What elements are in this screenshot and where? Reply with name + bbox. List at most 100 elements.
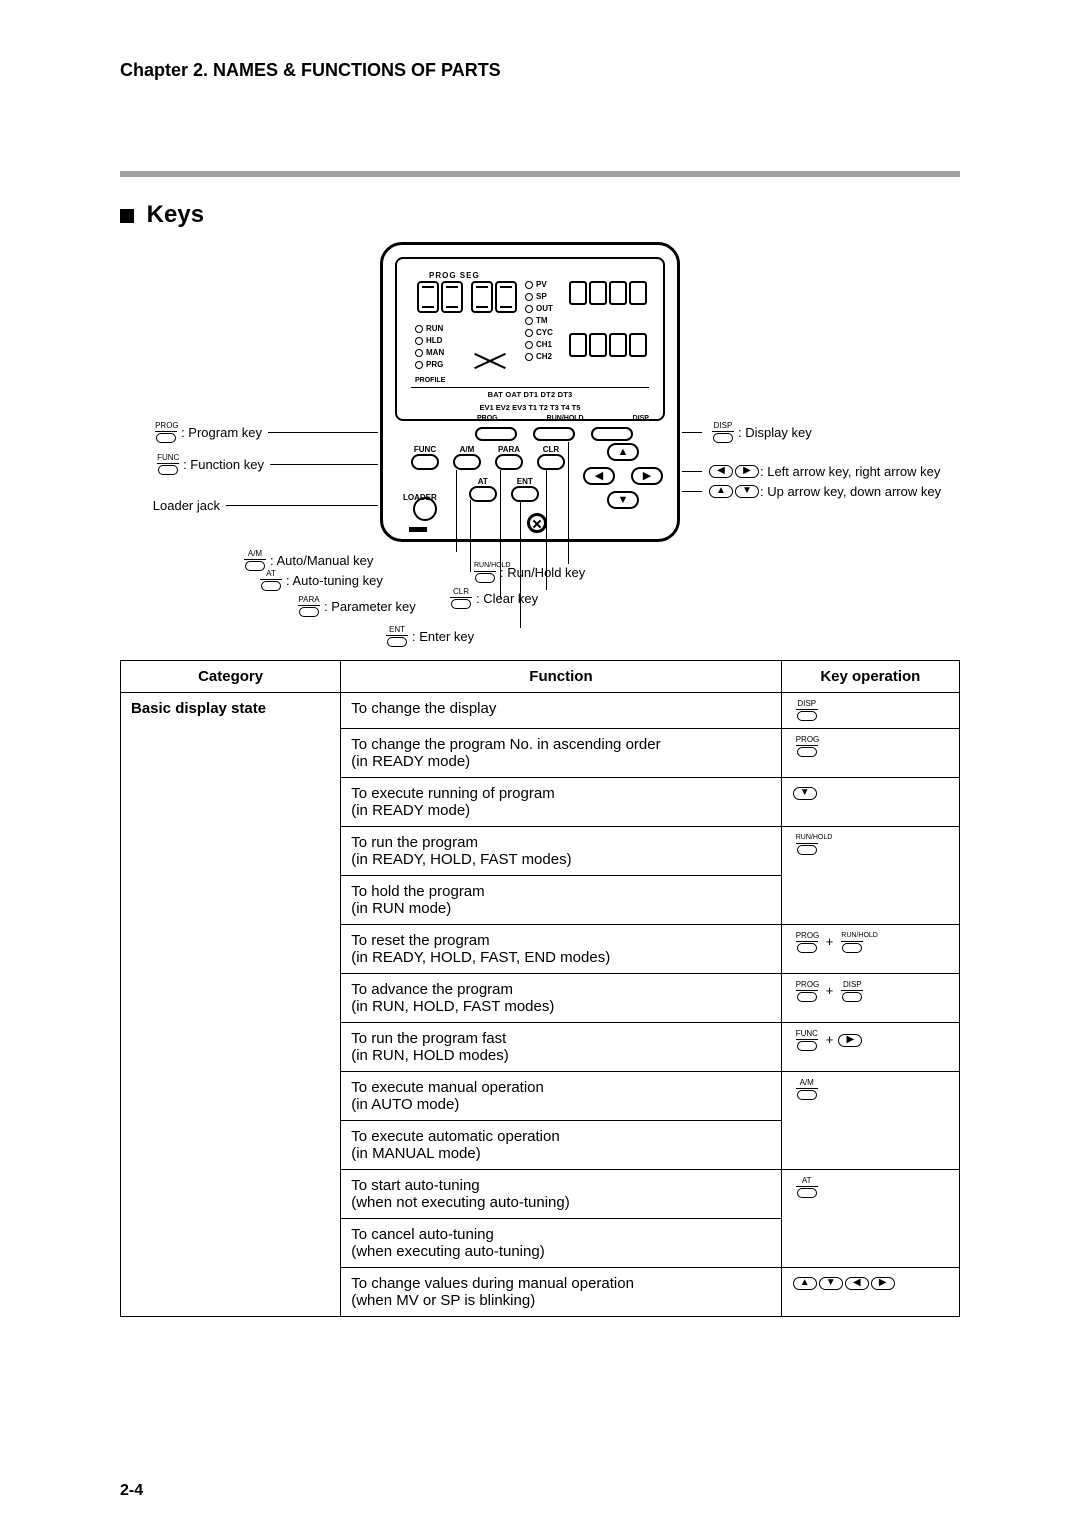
function-cell: To advance the program(in RUN, HOLD, FAS… [341,973,781,1022]
profile-label: PROFILE [415,377,445,384]
right-arrow-key[interactable]: ▶ [631,467,663,485]
keyop-cell: ▲▼◀▶ [781,1267,959,1316]
arrow-oval-icon: ▶ [871,1277,895,1290]
func-key[interactable] [411,454,439,470]
device-frame: PROG SEG RUN HLD MAN PRG [380,242,680,542]
left-arrow-key[interactable]: ◀ [583,467,615,485]
function-table: Category Function Key operation Basic di… [120,660,960,1317]
ent-key-icon: ENT [386,626,408,647]
disp-key[interactable] [591,427,633,441]
leader-runhold [568,442,569,564]
section-title-text: Keys [147,201,204,228]
chapter-heading: Chapter 2. NAMES & FUNCTIONS OF PARTS [120,60,960,81]
keyop-cell: PROG [781,728,959,777]
callout-prog: PROG : Program key [120,422,378,443]
bottom-ind-row1: BAT OAT DT1 DT2 DT3 [411,387,649,399]
para-key-icon: PARA [298,596,320,617]
callout-clr: CLR : Clear key [446,588,538,609]
key-icon: DISP [841,981,863,1002]
indicator-col-left: RUN HLD MAN PRG [415,323,444,371]
runhold-key[interactable] [533,427,575,441]
keyop-cell: PROG+RUN/HOLD [781,924,959,973]
keyop-cell: FUNC+▶ [781,1022,959,1071]
loader-jack [413,497,437,521]
right-oval-icon: ▶ [735,465,759,478]
function-cell: To cancel auto-tuning(when executing aut… [341,1218,781,1267]
function-cell: To hold the program(in RUN mode) [341,875,781,924]
key-icon: A/M [796,1079,818,1100]
up-arrow-key[interactable]: ▲ [607,443,639,461]
bottom-ind-row2: EV1 EV2 EV3 T1 T2 T3 T4 T5 [411,403,649,412]
func-key-icon: FUNC [157,454,179,475]
function-cell: To execute manual operation(in AUTO mode… [341,1071,781,1120]
indicator-col-mid: PV SP OUT TM CYC CH1 CH2 [525,279,553,363]
key-icon: AT [796,1177,818,1198]
at-key[interactable] [469,486,497,502]
screw-icon [527,513,547,533]
th-category: Category [121,660,341,692]
am-key[interactable] [453,454,481,470]
key-icon: DISP [796,700,818,721]
arrow-oval-icon: ▶ [838,1034,862,1047]
page: Chapter 2. NAMES & FUNCTIONS OF PARTS Ke… [0,0,1080,1528]
function-cell: To change values during manual operation… [341,1267,781,1316]
seg-main-digits [569,281,647,305]
keyop-cell: DISP [781,692,959,728]
table-body: Basic display stateTo change the display… [121,692,960,1316]
seg-prog-digits [417,281,517,313]
left-oval-icon: ◀ [709,465,733,478]
am-key-icon: A/M [244,550,266,571]
prog-key[interactable] [475,427,517,441]
key-icon: FUNC [796,1030,818,1051]
clr-key[interactable] [537,454,565,470]
table-header-row: Category Function Key operation [121,660,960,692]
key-row-1: FUNC A/M PARA CLR [411,445,565,470]
function-cell: To change the program No. in ascending o… [341,728,781,777]
seg-sub-digits [569,333,647,357]
down-oval-icon: ▼ [735,485,759,498]
at-key-icon: AT [260,570,282,591]
clr-key-icon: CLR [450,588,472,609]
runhold-key-icon: RUN/HOLD [474,562,496,583]
callout-ud-arrows: ▲▼ : Up arrow key, down arrow key [682,484,941,499]
keyop-cell: RUN/HOLD [781,826,959,924]
function-cell: To execute running of program(in READY m… [341,777,781,826]
callout-loader: Loader jack [120,498,378,513]
keyop-cell: A/M [781,1071,959,1169]
arrow-oval-icon: ▲ [793,1277,817,1290]
callout-lr-arrows: ◀▶ : Left arrow key, right arrow key [682,464,940,479]
key-icon: RUN/HOLD [841,932,863,953]
function-cell: To execute automatic operation(in MANUAL… [341,1120,781,1169]
down-arrow-key[interactable]: ▼ [607,491,639,509]
key-icon: PROG [796,932,818,953]
callout-para: PARA : Parameter key [294,596,416,617]
disp-key-icon: DISP [712,422,734,443]
horizontal-rule [120,171,960,177]
callout-runhold: RUN/HOLD : Run/Hold key [470,562,585,583]
leader-ent [520,500,521,628]
function-cell: To change the display [341,692,781,728]
up-oval-icon: ▲ [709,485,733,498]
leader-clr [546,470,547,590]
profile-plot-icon [473,343,507,377]
callout-ent: ENT : Enter key [382,626,474,647]
page-number: 2-4 [120,1482,143,1500]
key-icon: PROG [796,981,818,1002]
section-title: Keys [120,201,960,230]
para-key[interactable] [495,454,523,470]
device-diagram: PROG SEG RUN HLD MAN PRG [120,242,960,642]
lcd-frame: PROG SEG RUN HLD MAN PRG [395,257,665,421]
th-keyop: Key operation [781,660,959,692]
keyop-cell: ▼ [781,777,959,826]
leader-am [456,470,457,552]
table-row: Basic display stateTo change the display… [121,692,960,728]
leader-para [500,470,501,598]
bottom-legend: PROGRUN/HOLDDISP [477,415,649,422]
function-cell: To reset the program(in READY, HOLD, FAS… [341,924,781,973]
ent-key[interactable] [511,486,539,502]
seg-top-labels: PROG SEG [429,271,480,280]
function-cell: To run the program(in READY, HOLD, FAST … [341,826,781,875]
th-function: Function [341,660,781,692]
arrow-oval-icon: ▼ [793,787,817,800]
arrow-keys: ▲ ◀ ▶ ▼ [583,443,663,507]
